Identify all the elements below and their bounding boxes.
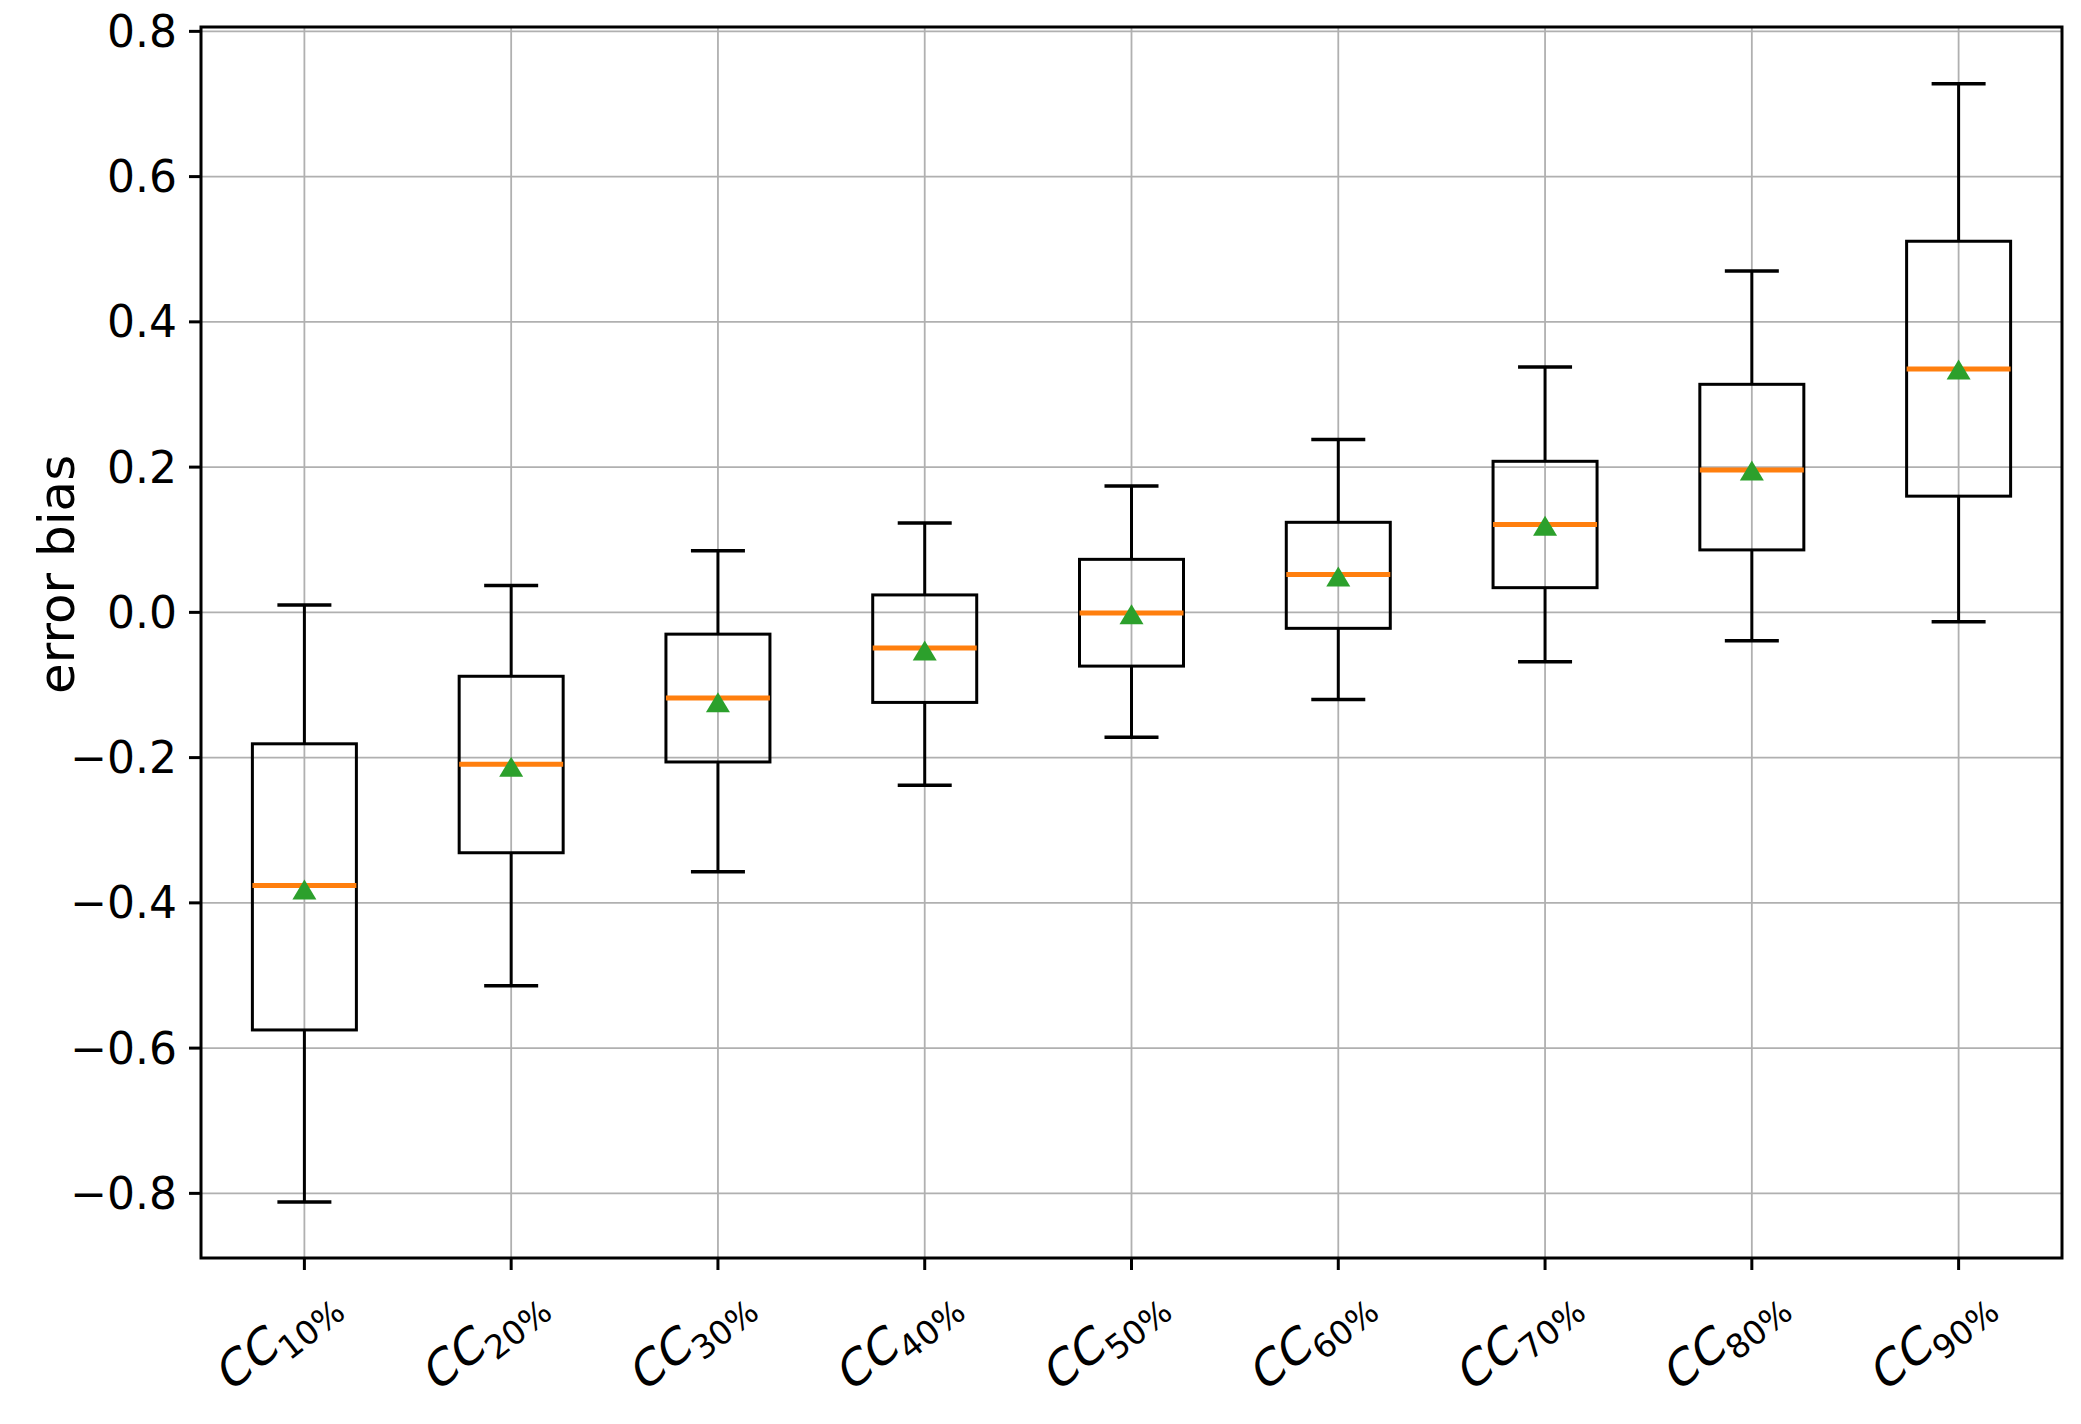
figure: −0.8−0.6−0.4−0.20.00.20.40.60.8CC10%CC20… bbox=[0, 0, 2081, 1424]
boxplot-chart: −0.8−0.6−0.4−0.20.00.20.40.60.8CC10%CC20… bbox=[0, 0, 2081, 1424]
y-tick-label: −0.8 bbox=[70, 1168, 177, 1219]
y-tick-label: 0.0 bbox=[107, 587, 177, 638]
y-tick-label: −0.6 bbox=[70, 1023, 177, 1074]
y-axis-label: error bias bbox=[28, 604, 86, 694]
y-tick-label: 0.8 bbox=[107, 6, 177, 57]
y-tick-label: −0.4 bbox=[70, 877, 177, 928]
y-tick-label: −0.2 bbox=[70, 732, 177, 783]
y-tick-label: 0.2 bbox=[107, 442, 177, 493]
y-tick-label: 0.4 bbox=[107, 296, 177, 347]
y-tick-label: 0.6 bbox=[107, 151, 177, 202]
y-axis-label-text: error bias bbox=[28, 455, 86, 694]
